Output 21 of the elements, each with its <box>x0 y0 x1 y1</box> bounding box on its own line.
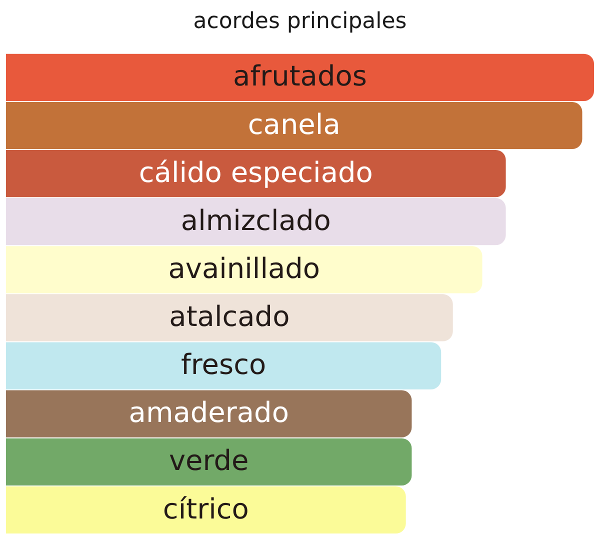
y-tick-label: cítrico <box>162 492 249 526</box>
y-tick-label: verde <box>168 444 249 478</box>
y-tick-label: afrutados <box>233 60 367 93</box>
y-tick-label: cálido especiado <box>138 156 373 189</box>
y-tick-label: fresco <box>181 348 266 382</box>
bar <box>6 438 412 486</box>
y-tick-label: atalcado <box>169 300 290 334</box>
y-tick-label: amaderado <box>128 396 289 430</box>
bar <box>6 150 506 198</box>
bar <box>6 246 482 294</box>
y-tick-label: almizclado <box>180 204 331 237</box>
y-tick-label: avainillado <box>168 252 320 285</box>
bar <box>6 54 594 101</box>
y-tick-label: canela <box>248 108 340 141</box>
bar <box>6 486 406 534</box>
bar <box>6 198 506 246</box>
bar <box>6 294 453 342</box>
bar <box>6 342 442 390</box>
bar <box>6 390 412 438</box>
chart-title: acordes principales <box>193 8 407 34</box>
bar <box>6 102 582 150</box>
